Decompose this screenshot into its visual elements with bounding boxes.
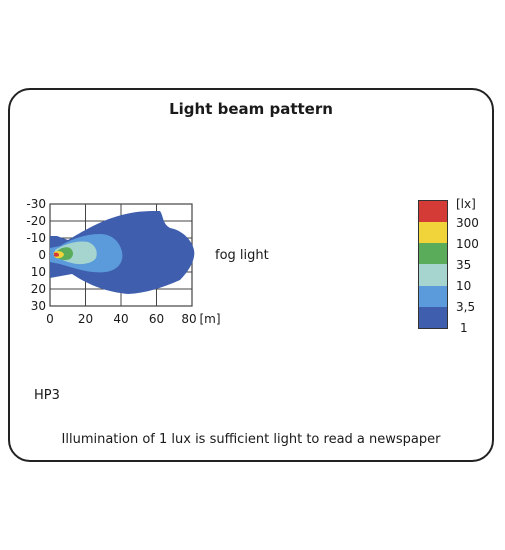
legend-label: 35 (456, 258, 472, 272)
legend-label: 10 (456, 279, 472, 293)
legend-color-scale (418, 200, 448, 329)
legend-swatch-dark-blue (419, 306, 447, 328)
y-tick-label: 10 (31, 265, 46, 279)
y-tick-label: -20 (26, 214, 46, 228)
x-tick-label: 40 (113, 312, 128, 326)
y-axis-labels: -30 -20 -10 0 10 20 30 (26, 197, 46, 313)
legend-swatch-yellow (419, 222, 447, 244)
zone-300lx (54, 252, 59, 257)
beam-pattern-card: Light beam pattern -30 -20 -10 0 10 (8, 88, 494, 462)
x-tick-label: 80 (181, 312, 196, 326)
legend-unit: [lx] (456, 197, 476, 211)
legend-swatch-green (419, 243, 447, 265)
legend-label: 300 (456, 216, 479, 230)
x-axis-unit: [m] (199, 312, 220, 326)
legend-swatch-red (419, 201, 447, 223)
legend-swatch-light-blue (419, 285, 447, 307)
y-tick-label: -30 (26, 197, 46, 211)
chart-title: Light beam pattern (169, 100, 333, 118)
illumination-note: Illumination of 1 lux is sufficient ligh… (61, 432, 441, 447)
x-tick-label: 60 (149, 312, 164, 326)
x-tick-label: 20 (78, 312, 93, 326)
model-code: HP3 (34, 388, 60, 403)
zone-1lx (50, 211, 195, 294)
legend-label: 3,5 (456, 300, 476, 314)
legend-swatch-teal (419, 264, 447, 286)
y-tick-label: 30 (31, 299, 46, 313)
y-tick-label: 20 (31, 282, 46, 296)
x-tick-label: 0 (46, 312, 54, 326)
y-tick-label: 0 (38, 248, 46, 262)
legend-label: 100 (456, 237, 479, 251)
legend-label: 1 (460, 321, 468, 335)
beam-plot: -30 -20 -10 0 10 20 30 0 20 40 60 80 [m] (26, 197, 220, 326)
y-tick-label: -10 (26, 231, 46, 245)
light-type-label: fog light (215, 248, 269, 263)
x-axis-labels: 0 20 40 60 80 [m] (46, 312, 220, 326)
